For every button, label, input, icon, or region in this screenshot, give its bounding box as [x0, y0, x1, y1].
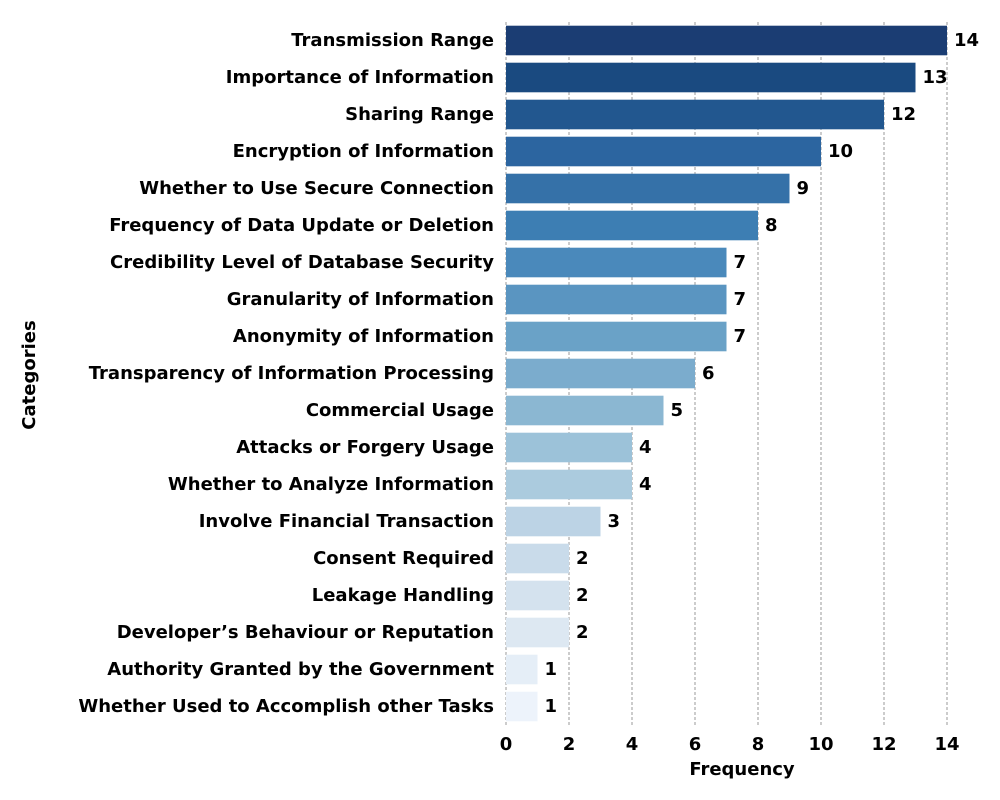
value-label: 7: [734, 326, 747, 347]
bar: [506, 580, 569, 611]
value-label: 2: [576, 585, 589, 606]
category-label: Authority Granted by the Government: [107, 659, 494, 680]
category-labels: Transmission Range Importance of Informat…: [78, 30, 494, 717]
bar: [506, 543, 569, 574]
bar: [506, 25, 947, 56]
category-label: Transmission Range: [291, 30, 494, 51]
category-label: Granularity of Information: [227, 289, 494, 310]
category-label: Frequency of Data Update or Deletion: [109, 215, 494, 236]
category-label: Consent Required: [313, 548, 494, 569]
category-label: Transparency of Information Processing: [89, 363, 494, 384]
bar: [506, 617, 569, 648]
value-label: 8: [765, 215, 778, 236]
bar: [506, 210, 758, 241]
category-label: Sharing Range: [345, 104, 494, 125]
value-label: 10: [828, 141, 853, 162]
x-axis-title: Frequency: [689, 759, 795, 780]
category-label: Whether Used to Accomplish other Tasks: [78, 696, 494, 717]
bar: [506, 173, 790, 204]
x-tick-label: 4: [626, 734, 639, 755]
bar-layer: [506, 25, 947, 722]
value-label: 5: [671, 400, 684, 421]
value-label: 2: [576, 622, 589, 643]
bar: [506, 136, 821, 167]
bar: [506, 358, 695, 389]
category-label: Credibility Level of Database Security: [110, 252, 494, 273]
bar: [506, 247, 727, 278]
y-axis-title: Categories: [19, 320, 40, 429]
value-label: 2: [576, 548, 589, 569]
x-tick-label: 14: [934, 734, 959, 755]
bar: [506, 321, 727, 352]
bar: [506, 469, 632, 500]
value-label: 14: [954, 30, 979, 51]
value-label: 9: [797, 178, 810, 199]
value-label: 1: [545, 696, 558, 717]
bar: [506, 654, 538, 685]
bar: [506, 691, 538, 722]
value-label: 1: [545, 659, 558, 680]
bar: [506, 99, 884, 130]
x-tick-label: 6: [689, 734, 702, 755]
bar: [506, 432, 632, 463]
category-label: Whether to Use Secure Connection: [139, 178, 494, 199]
x-tick-label: 12: [871, 734, 896, 755]
x-tick-label: 2: [563, 734, 576, 755]
value-label: 6: [702, 363, 715, 384]
category-label: Commercial Usage: [306, 400, 494, 421]
category-label: Attacks or Forgery Usage: [236, 437, 494, 458]
category-label: Whether to Analyze Information: [168, 474, 494, 495]
bar: [506, 284, 727, 315]
value-label: 13: [923, 67, 948, 88]
category-label: Involve Financial Transaction: [199, 511, 494, 532]
x-tick-label: 10: [808, 734, 833, 755]
value-label: 3: [608, 511, 621, 532]
value-label: 12: [891, 104, 916, 125]
bar: [506, 506, 601, 537]
category-label: Encryption of Information: [233, 141, 494, 162]
value-label: 7: [734, 252, 747, 273]
x-tick-labels: 0 2 4 6 8 10 12 14: [500, 734, 960, 755]
category-label: Developer’s Behaviour or Reputation: [117, 622, 494, 643]
x-tick-label: 0: [500, 734, 513, 755]
value-label: 7: [734, 289, 747, 310]
category-label: Importance of Information: [226, 67, 494, 88]
x-tick-label: 8: [752, 734, 765, 755]
category-label: Leakage Handling: [312, 585, 494, 606]
category-label: Anonymity of Information: [233, 326, 494, 347]
value-label: 4: [639, 437, 652, 458]
value-label: 4: [639, 474, 652, 495]
bar: [506, 62, 916, 93]
bar: [506, 395, 664, 426]
